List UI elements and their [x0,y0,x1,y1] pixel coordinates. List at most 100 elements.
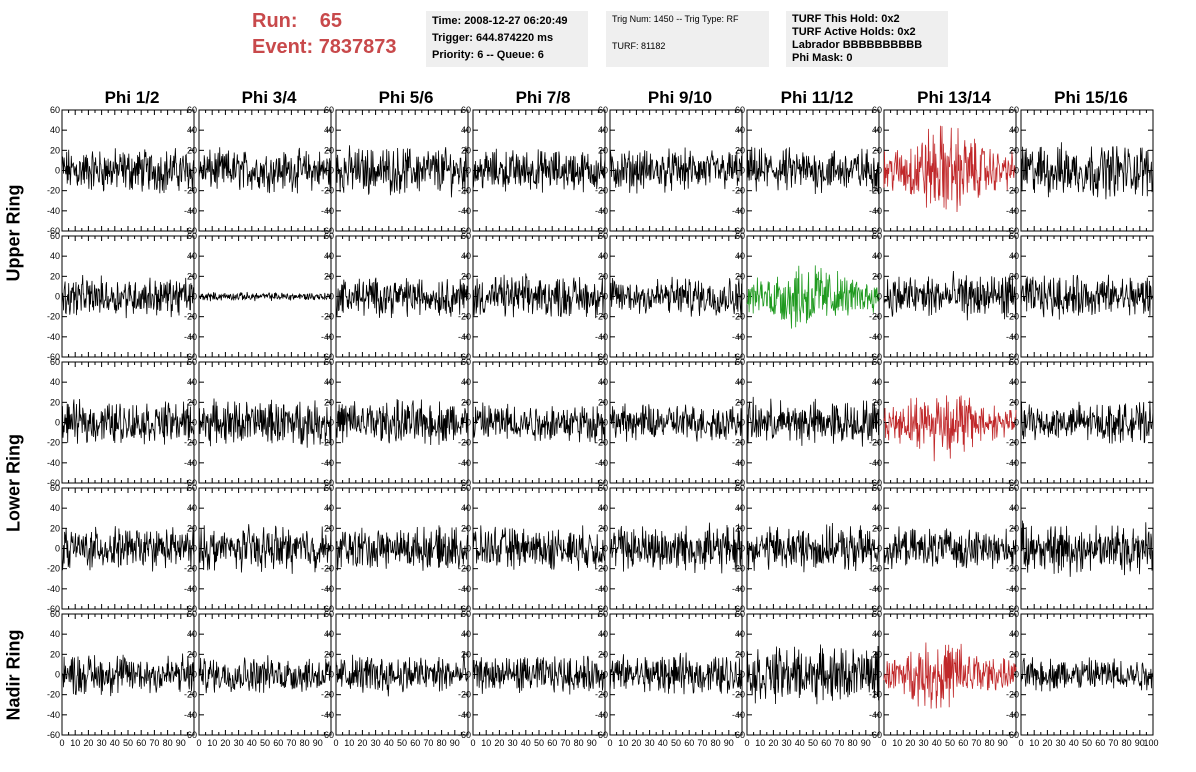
waveform-trace [746,146,880,195]
column-header: Phi 11/12 [780,88,854,107]
y-tick-label: -60 [47,604,60,614]
y-tick-label: -60 [1006,352,1019,362]
y-tick-label: 20 [872,145,882,155]
y-tick-label: 0 [329,166,334,176]
y-tick-label: -40 [47,332,60,342]
y-tick-label: 40 [1009,251,1019,261]
y-tick-label: -40 [184,458,197,468]
y-tick-label: -20 [1006,690,1019,700]
waveform-trace [609,522,743,574]
y-tick-label: -40 [321,584,334,594]
y-tick-label: 40 [872,503,882,513]
y-tick-label: 40 [324,251,334,261]
y-tick-label: -60 [184,226,197,236]
y-tick-label: 60 [872,483,882,493]
x-tick-label: 40 [247,738,257,748]
waveform-trace [609,403,743,442]
y-tick-label: -60 [321,352,334,362]
y-tick-label: -40 [321,458,334,468]
y-tick-label: 20 [187,145,197,155]
x-tick-label: 20 [768,738,778,748]
x-tick-label: 80 [848,738,858,748]
y-tick-label: 20 [1009,649,1019,659]
y-tick-label: -20 [47,438,60,448]
y-tick-label: -20 [47,312,60,322]
y-tick-label: 20 [461,271,471,281]
y-tick-label: -20 [321,312,334,322]
y-tick-label: 0 [740,418,745,428]
y-tick-label: 60 [1009,609,1019,619]
waveform-trace [609,147,743,194]
y-tick-label: 20 [598,271,608,281]
y-tick-label: -40 [321,206,334,216]
y-tick-label: 60 [872,231,882,241]
y-tick-label: 40 [324,377,334,387]
y-tick-label: 20 [324,523,334,533]
y-tick-label: 40 [187,503,197,513]
y-tick-label: -20 [595,690,608,700]
x-tick-label: 10 [1029,738,1039,748]
y-tick-label: -40 [321,332,334,342]
y-tick-label: 40 [872,629,882,639]
y-tick-label: 40 [50,629,60,639]
y-tick-label: 40 [1009,503,1019,513]
x-tick-label: 70 [834,738,844,748]
y-tick-label: -60 [869,478,882,488]
y-tick-label: -20 [47,690,60,700]
x-tick-label: 40 [110,738,120,748]
x-tick-label: 90 [724,738,734,748]
y-tick-label: 60 [50,609,60,619]
y-tick-label: 60 [461,609,471,619]
column-header: Phi 3/4 [241,88,297,107]
x-tick-label: 70 [1108,738,1118,748]
x-tick-label: 40 [658,738,668,748]
y-tick-label: 20 [324,649,334,659]
event-value: 7837873 [318,36,397,58]
trigger-text: Trigger: 644.874220 ms [432,32,554,44]
y-tick-label: -20 [732,438,745,448]
y-tick-label: 60 [50,105,60,115]
waveform-trace [746,265,880,329]
x-tick-label: 40 [384,738,394,748]
y-tick-label: 20 [735,523,745,533]
x-tick-label: 80 [300,738,310,748]
y-tick-label: 40 [735,503,745,513]
y-tick-label: -20 [321,186,334,196]
y-tick-label: 20 [872,649,882,659]
y-tick-label: -60 [47,352,60,362]
y-tick-label: -60 [458,352,471,362]
waveform-trace [883,642,1017,709]
y-tick-label: 60 [461,483,471,493]
y-tick-label: -60 [184,604,197,614]
y-tick-label: 60 [735,483,745,493]
y-tick-label: 0 [1014,670,1019,680]
y-tick-label: 20 [50,523,60,533]
turf-hold-text: TURF This Hold: 0x2 [792,13,900,25]
waveform-trace [335,652,469,697]
y-tick-label: 40 [50,503,60,513]
turf-active-text: TURF Active Holds: 0x2 [792,26,916,38]
y-tick-label: -20 [184,186,197,196]
event-label: Event: [252,36,314,58]
y-tick-label: -60 [1006,604,1019,614]
y-tick-label: 40 [872,377,882,387]
x-tick-label: 60 [136,738,146,748]
x-tick-label: 30 [371,738,381,748]
y-tick-label: -20 [184,564,197,574]
y-tick-label: 20 [1009,271,1019,281]
y-tick-label: -20 [184,312,197,322]
y-tick-label: 60 [1009,357,1019,367]
column-header: Phi 1/2 [104,88,160,107]
y-tick-label: -40 [595,710,608,720]
y-tick-label: 40 [187,125,197,135]
x-tick-label: 60 [273,738,283,748]
waveform-trace [883,270,1017,321]
x-tick-label: 80 [1122,738,1132,748]
x-tick-label: 40 [1069,738,1079,748]
column-header: Phi 7/8 [515,88,571,107]
y-tick-label: 60 [872,609,882,619]
y-tick-label: -60 [732,730,745,740]
y-tick-label: -60 [595,730,608,740]
waveform-trace [472,402,606,444]
